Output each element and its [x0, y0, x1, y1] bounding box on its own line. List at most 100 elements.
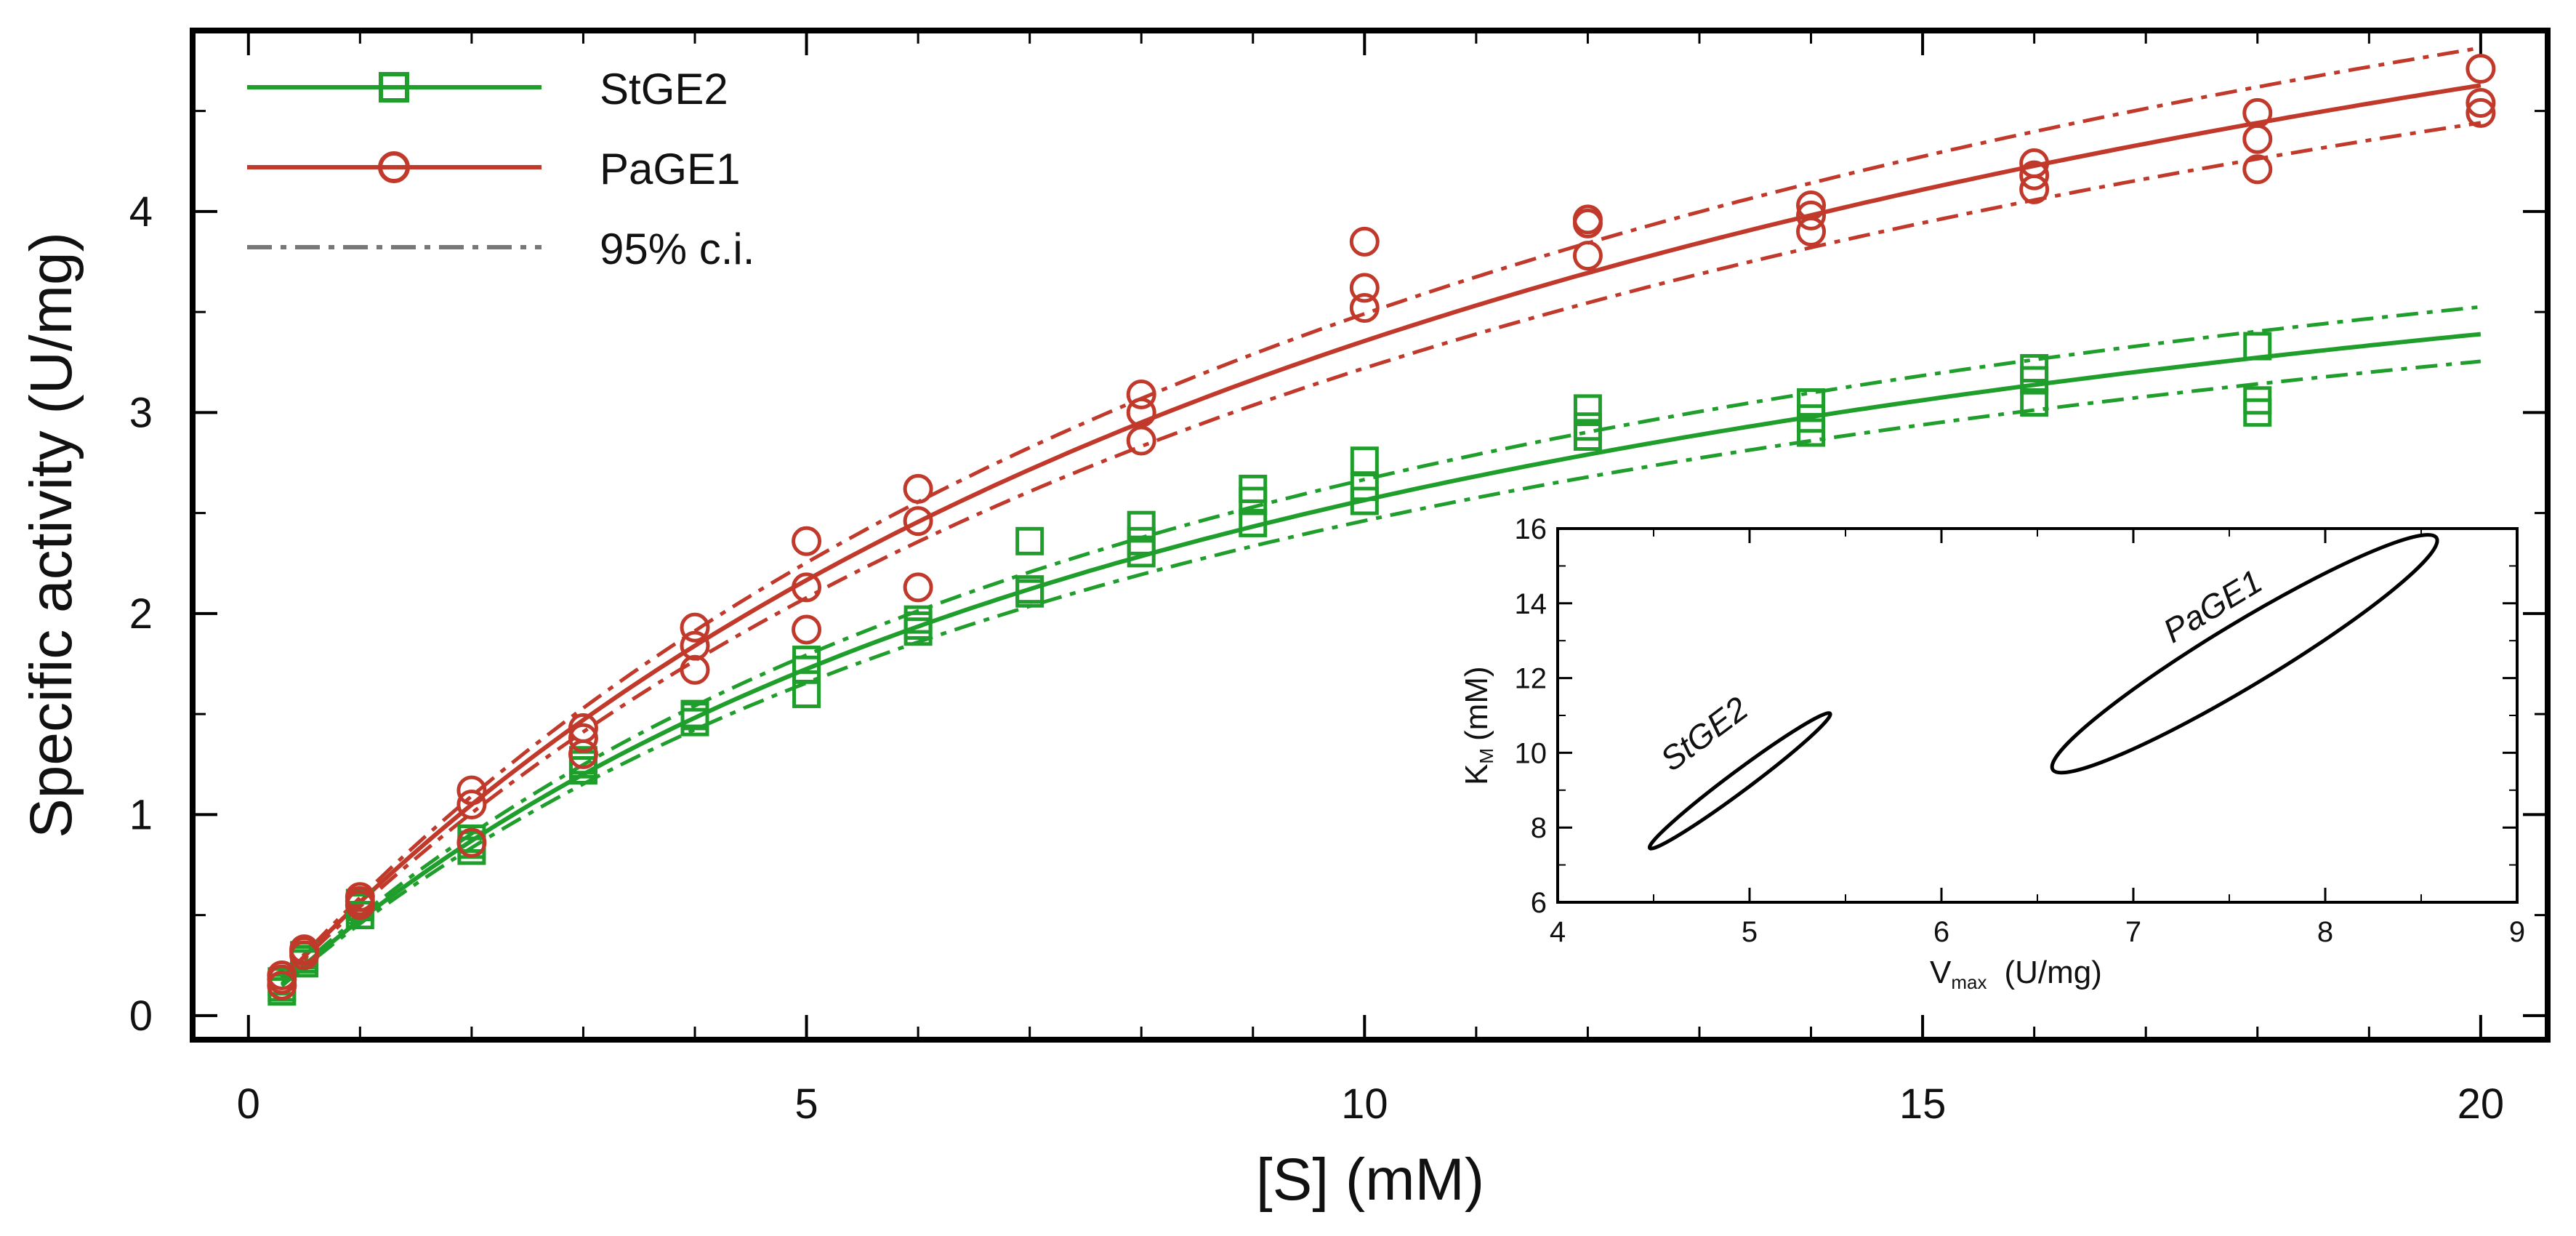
x-tick-label: 0 — [237, 1080, 260, 1128]
data-point-page1 — [456, 827, 487, 858]
x-axis-label: [S] (mM) — [1256, 1147, 1484, 1213]
data-point-page1 — [2019, 160, 2050, 190]
data-point-page1 — [1572, 204, 1603, 235]
confidence-ellipse-stge2 — [1647, 711, 1832, 851]
data-point-page1 — [568, 723, 598, 753]
x-tick-label: 5 — [794, 1080, 818, 1128]
fit-curve-page1 — [280, 83, 2482, 982]
data-point-page1 — [903, 572, 933, 603]
data-point-stge2 — [1573, 394, 1602, 423]
y-tick-label: 3 — [129, 389, 153, 436]
inset-y-tick-label: 8 — [1531, 812, 1547, 844]
data-point-page1 — [1572, 241, 1603, 271]
inset-y-label-sub: M — [1476, 748, 1497, 764]
data-point-page1 — [1796, 200, 1827, 230]
inset-y-tick-label: 10 — [1515, 737, 1547, 769]
inset-x-tick-label: 7 — [2125, 916, 2141, 948]
inset-x-tick-label: 6 — [1933, 916, 1949, 948]
legend: StGE2 PaGE1 95% c.i. — [247, 65, 754, 273]
legend-item-stge2: StGE2 — [247, 65, 728, 113]
legend-label-stge2: StGE2 — [600, 65, 728, 113]
legend-label-page1: PaGE1 — [600, 145, 740, 193]
data-point-stge2 — [1127, 510, 1156, 539]
data-point-page1 — [1126, 425, 1156, 456]
data-point-page1 — [2242, 154, 2273, 185]
y-tick-label: 1 — [129, 791, 153, 838]
inset-y-label-main: K — [1459, 764, 1494, 785]
data-point-page1 — [2242, 97, 2273, 128]
inset-axis-ticks: 4 5 6 7 8 9 6 8 10 12 14 16 — [1515, 513, 2526, 948]
y-tick-label: 0 — [129, 992, 153, 1040]
ci-line-stge2-lower — [281, 359, 2482, 988]
data-point-page1 — [1349, 226, 1380, 257]
data-point-page1 — [289, 934, 320, 965]
data-point-page1 — [792, 614, 822, 645]
x-tick-label: 15 — [1899, 1080, 1947, 1128]
data-point-page1 — [267, 960, 297, 991]
data-point-page1 — [903, 506, 933, 537]
legend-item-ci: 95% c.i. — [247, 225, 754, 273]
data-point-page1 — [2019, 148, 2050, 178]
data-point-page1 — [1126, 379, 1156, 409]
data-point-stge2 — [1239, 474, 1268, 503]
data-point-stge2 — [903, 605, 933, 634]
data-point-page1 — [568, 713, 598, 743]
data-point-stge2 — [680, 699, 709, 729]
inset-y-tick-label: 16 — [1515, 513, 1547, 545]
data-point-stge2 — [792, 645, 821, 674]
data-point-stge2 — [2020, 354, 2049, 383]
data-point-page1 — [1349, 293, 1380, 324]
inset-x-axis-label: Vmax (U/mg) — [1930, 955, 2102, 993]
x-tick-label: 20 — [2458, 1080, 2505, 1128]
inset-x-tick-label: 4 — [1550, 916, 1566, 948]
legend-marker-stge2 — [379, 72, 409, 103]
data-point-page1 — [903, 473, 933, 504]
data-point-stge2 — [1015, 526, 1045, 555]
inset-x-label-sub: max — [1951, 971, 1987, 993]
inset-x-tick-label: 5 — [1742, 916, 1758, 948]
main-plot-frame — [190, 28, 2551, 1043]
data-point-page1 — [680, 630, 710, 661]
inset-x-tick-label: 8 — [2317, 916, 2333, 948]
data-point-page1 — [456, 775, 487, 806]
inset-y-tick-label: 14 — [1515, 588, 1547, 620]
data-point-stge2 — [1015, 575, 1045, 604]
data-points — [267, 54, 2496, 1006]
data-point-page1 — [2466, 88, 2496, 119]
data-point-page1 — [1126, 397, 1156, 428]
data-point-page1 — [792, 526, 822, 556]
data-point-stge2 — [2243, 386, 2272, 415]
data-point-page1 — [680, 654, 710, 685]
inset-x-tick-label: 9 — [2509, 916, 2525, 948]
data-point-page1 — [2466, 54, 2496, 84]
y-tick-label: 2 — [129, 590, 153, 638]
data-point-page1 — [792, 572, 822, 603]
legend-item-page1: PaGE1 — [247, 145, 740, 193]
data-point-page1 — [456, 790, 487, 820]
inset-y-label-unit: (mM) — [1459, 666, 1494, 741]
inset-y-axis-label: KM (mM) — [1459, 666, 1497, 785]
legend-label-ci: 95% c.i. — [600, 225, 754, 273]
data-point-stge2 — [1350, 446, 1379, 475]
y-axis-label: Specific activity (U/mg) — [18, 232, 84, 838]
fit-curve-stge2 — [280, 332, 2482, 987]
data-point-stge2 — [1573, 412, 1602, 441]
inset-x-label-main: V — [1930, 955, 1952, 990]
y-tick-label: 4 — [129, 188, 153, 236]
confidence-ellipse-page1 — [2050, 533, 2439, 775]
inset-y-tick-label: 12 — [1515, 663, 1547, 695]
data-point-page1 — [1349, 273, 1380, 303]
confidence-interval-lines — [280, 46, 2482, 988]
fit-curves — [280, 83, 2482, 987]
data-point-stge2 — [2243, 332, 2272, 361]
ci-line-stge2-upper — [281, 305, 2482, 985]
inset-y-tick-label: 6 — [1531, 887, 1547, 919]
data-point-stge2 — [1239, 508, 1268, 537]
data-point-stge2 — [1127, 526, 1156, 555]
data-point-page1 — [1796, 190, 1827, 221]
inset-background — [1558, 529, 2517, 902]
